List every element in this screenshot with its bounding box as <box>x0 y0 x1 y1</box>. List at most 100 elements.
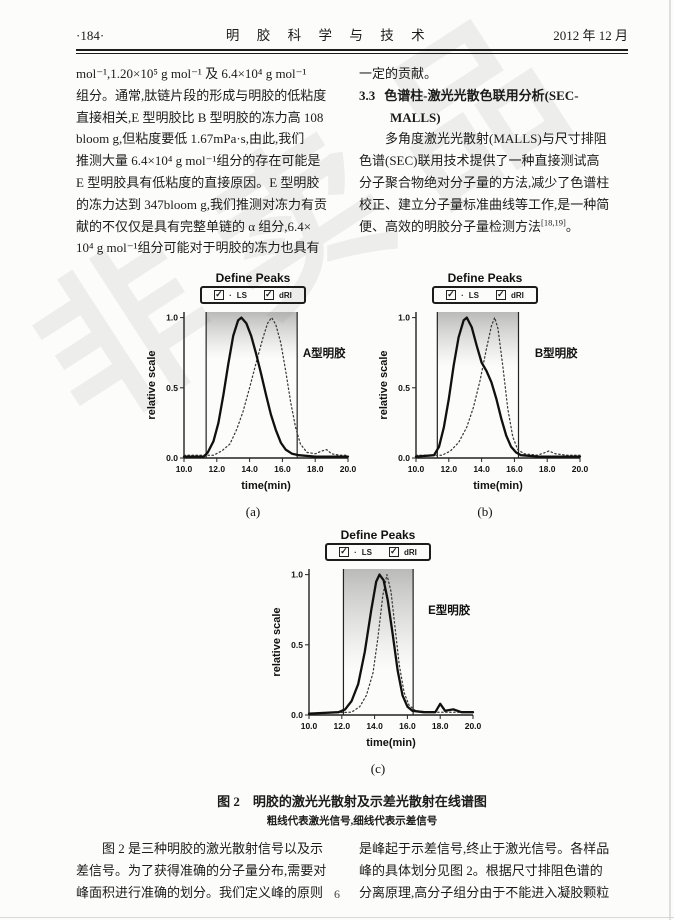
page-label: ·184· <box>76 28 105 43</box>
ls-checkbox-icon[interactable] <box>214 289 225 301</box>
svg-text:1.0: 1.0 <box>398 313 410 323</box>
text-line: 色谱(SEC)联用技术提供了一种直接测试高 <box>359 153 600 169</box>
text-line: 推测大量 6.4×10⁴ g mol⁻¹组分的存在可能是 <box>76 153 321 169</box>
svg-text:A型明胶: A型明胶 <box>303 346 346 360</box>
svg-text:10.0: 10.0 <box>408 464 425 474</box>
define-peaks-toolbar: · LS dRI <box>200 286 306 305</box>
section-number: 3.3 <box>359 87 376 103</box>
figure-subcaption: 粗线代表激光信号,细线代表示差信号 <box>266 816 438 828</box>
svg-text:12.0: 12.0 <box>209 464 226 474</box>
text-line: 多角度激光光散射(MALLS)与尺寸排阻 <box>385 131 607 147</box>
svg-text:14.0: 14.0 <box>473 464 490 474</box>
bottom-right-column: 是峰起于示差信号,终止于激光信号。各样品 峰的具体划分见图 2。根据尺寸排阻色谱… <box>359 838 626 903</box>
ls-checkbox-icon[interactable] <box>339 546 350 558</box>
text-line: 一定的贡献。 <box>359 66 438 81</box>
svg-text:20.0: 20.0 <box>465 721 482 731</box>
text-line: 是峰起于示差信号,终止于激光信号。各样品 <box>359 841 610 857</box>
figure-row-ab: Define Peaks · LS dRI 10.0 12.0 14.0 16.0 18… <box>76 271 628 520</box>
svg-text:0.5: 0.5 <box>166 383 178 393</box>
svg-text:16.0: 16.0 <box>399 721 416 731</box>
page-number: 6 <box>334 887 340 901</box>
ls-legend-item: · LS <box>339 546 372 558</box>
ls-label: LS <box>236 290 247 300</box>
text-segment: 便、高效的明胶分子量检测方法 <box>359 218 542 234</box>
svg-text:0.0: 0.0 <box>166 453 178 463</box>
lower-text-columns: 图 2 是三种明胶的激光散射信号以及示 差信号。为了获得准确的分子量分布,需要对… <box>76 838 628 903</box>
svg-text:relative scale: relative scale <box>146 351 158 420</box>
svg-text:12.0: 12.0 <box>334 721 351 731</box>
svg-text:12.0: 12.0 <box>441 464 458 474</box>
chromatogram-plot-a: 10.0 12.0 14.0 16.0 18.0 20.0 0.0 0.5 1.0 time(mi… <box>144 304 362 499</box>
text-line: E 型明胶具有低粘度的直接原因。E 型明胶 <box>76 174 320 190</box>
svg-text:0.5: 0.5 <box>398 383 410 393</box>
svg-text:18.0: 18.0 <box>307 464 324 474</box>
svg-text:E型明胶: E型明胶 <box>428 603 471 617</box>
svg-text:1.0: 1.0 <box>291 570 303 580</box>
define-peaks-toolbar: · LS dRI <box>432 286 538 305</box>
legend-separator: · <box>354 547 357 557</box>
right-column: 一定的贡献。 3.3 色谱柱-激光光散色联用分析(SEC- MALLS) 多角度… <box>359 63 626 259</box>
ls-legend-item: · LS <box>214 289 247 301</box>
legend-separator: · <box>229 290 232 300</box>
text-line: 组分。通常,肽链片段的形成与明胶的低粘度 <box>76 87 327 103</box>
subfig-label-b: (b) <box>477 504 493 520</box>
citation-reference: [18,19] <box>541 217 566 228</box>
dri-legend-item: dRI <box>389 546 417 558</box>
ls-checkbox-icon[interactable] <box>446 289 457 301</box>
ls-label: LS <box>468 290 479 300</box>
text-line: 便、高效的明胶分子量检测方法[18,19]。 <box>359 216 626 238</box>
dri-checkbox-icon[interactable] <box>389 546 399 558</box>
svg-text:0.5: 0.5 <box>291 640 303 650</box>
left-column: mol⁻¹,1.20×10⁵ g mol⁻¹ 及 6.4×10⁴ g mol⁻¹… <box>76 63 343 259</box>
chromatogram-plot-c: 10.0 12.0 14.0 16.0 18.0 20.0 0.0 0.5 1.0 time(mi… <box>269 561 487 756</box>
svg-text:10.0: 10.0 <box>176 464 193 474</box>
figure-row-c: Define Peaks · LS dRI 10.0 12.0 14.0 16.0 18… <box>76 528 628 777</box>
svg-text:16.0: 16.0 <box>506 464 523 474</box>
scan-edge-right <box>669 0 671 920</box>
ls-legend-item: · LS <box>446 289 479 301</box>
text-line: 献的不仅仅是具有完整单链的 α 组分,6.4× <box>76 218 312 234</box>
svg-text:relative scale: relative scale <box>378 351 390 420</box>
svg-text:14.0: 14.0 <box>241 464 258 474</box>
subfig-label-a: (a) <box>245 504 261 520</box>
svg-text:time(min): time(min) <box>241 480 291 492</box>
svg-text:20.0: 20.0 <box>572 464 589 474</box>
text-line: 峰的具体划分见图 2。根据尺寸排阻色谱的 <box>359 862 603 878</box>
issue-date: 2012 年 12 月 <box>553 28 628 43</box>
section-title-continued: MALLS) <box>390 109 441 125</box>
svg-text:20.0: 20.0 <box>340 464 357 474</box>
text-line: 分离原理,高分子组分由于不能进入凝胶颗粒 <box>359 884 610 900</box>
svg-text:14.0: 14.0 <box>366 721 383 731</box>
section-heading: 3.3 色谱柱-激光光散色联用分析(SEC- <box>359 85 626 107</box>
svg-text:time(min): time(min) <box>473 480 523 492</box>
text-line: 图 2 是三种明胶的激光散射信号以及示 <box>102 841 324 857</box>
define-peaks-title: Define Peaks <box>340 528 416 543</box>
figure-caption: 图 2 明胶的激光光散射及示差光散射在线谱图 <box>217 794 487 810</box>
text-line: 校正、建立分子量标准曲线等工作,是一种简 <box>359 196 610 212</box>
svg-text:0.0: 0.0 <box>291 710 303 720</box>
figure-panel-a: Define Peaks · LS dRI 10.0 12.0 14.0 16.0 18… <box>144 271 362 520</box>
svg-text:relative scale: relative scale <box>271 608 283 677</box>
svg-text:1.0: 1.0 <box>166 313 178 323</box>
define-peaks-toolbar: · LS dRI <box>325 543 431 562</box>
text-line: bloom g,但粘度要低 1.67mPa·s,由此,我们 <box>76 131 305 147</box>
dri-checkbox-icon[interactable] <box>264 289 274 301</box>
text-line: 峰面积进行准确的划分。我们定义峰的原则 <box>76 884 324 900</box>
header-rule <box>76 49 628 54</box>
dri-label: dRI <box>511 290 524 300</box>
dri-checkbox-icon[interactable] <box>496 289 506 301</box>
svg-text:B型明胶: B型明胶 <box>535 346 578 360</box>
subfig-label-c: (c) <box>370 761 386 777</box>
svg-text:18.0: 18.0 <box>432 721 449 731</box>
define-peaks-title: Define Peaks <box>215 271 291 286</box>
dri-legend-item: dRI <box>496 289 524 301</box>
dri-label: dRI <box>404 547 417 557</box>
ls-label: LS <box>361 547 372 557</box>
text-segment: 。 <box>565 218 579 234</box>
svg-text:10.0: 10.0 <box>301 721 318 731</box>
text-line: 的冻力达到 347bloom g,我们推测对冻力有贡 <box>76 196 327 212</box>
svg-text:16.0: 16.0 <box>274 464 291 474</box>
section-title: 色谱柱-激光光散色联用分析(SEC- <box>384 87 579 103</box>
text-line: 直接相关,E 型明胶比 B 型明胶的冻力高 108 <box>76 109 324 125</box>
